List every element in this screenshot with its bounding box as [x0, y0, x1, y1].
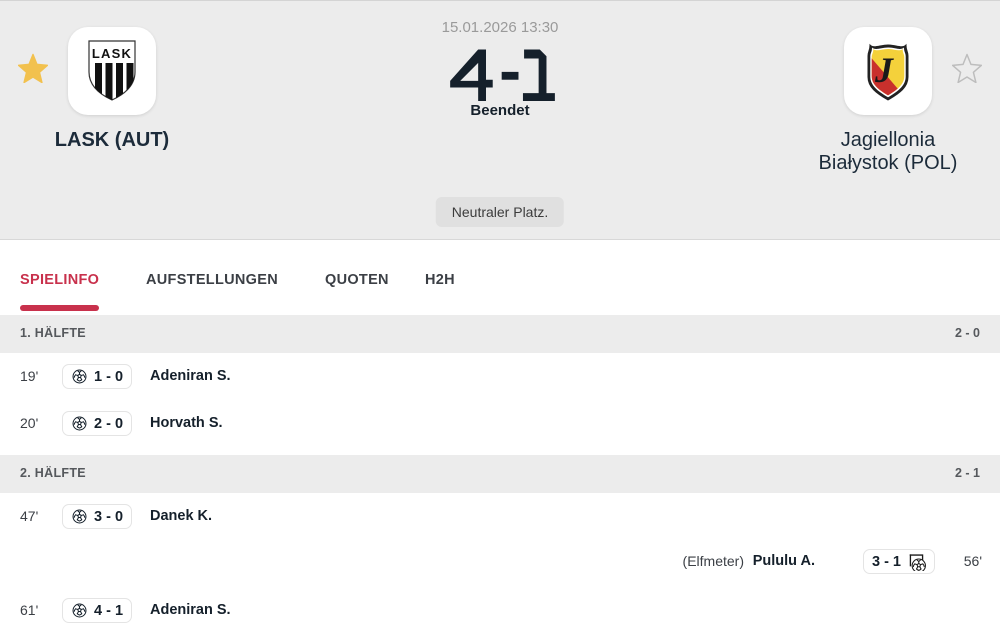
svg-text:LASK: LASK [92, 46, 132, 61]
svg-text:J: J [874, 50, 894, 90]
